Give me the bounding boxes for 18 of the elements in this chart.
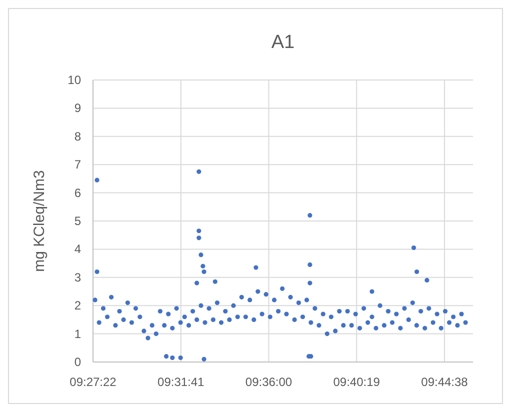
x-tick-label: 09:40:19	[333, 375, 380, 389]
y-tick-label: 8	[74, 129, 82, 144]
y-tick-label: 6	[74, 186, 82, 200]
x-tick-label: 09:27:22	[70, 375, 117, 389]
y-axis-title: mg KCleq/Nm3	[31, 170, 48, 272]
y-tick-label: 5	[74, 214, 82, 228]
y-tick-label: 4	[74, 242, 82, 256]
y-tick-label: 10	[68, 73, 82, 87]
y-tick-label: 2	[74, 298, 82, 313]
chart-title: A1	[271, 32, 295, 53]
x-tick-label: 09:31:41	[158, 375, 205, 389]
x-tick-label: 09:44:38	[421, 375, 468, 389]
y-tick-label: 1	[74, 326, 82, 341]
y-tick-label: 7	[74, 158, 82, 172]
y-tick-label: 9	[74, 101, 82, 116]
y-tick-label: 0	[74, 355, 82, 369]
y-tick-label: 3	[74, 270, 82, 284]
x-tick-label: 09:36:00	[245, 375, 292, 389]
